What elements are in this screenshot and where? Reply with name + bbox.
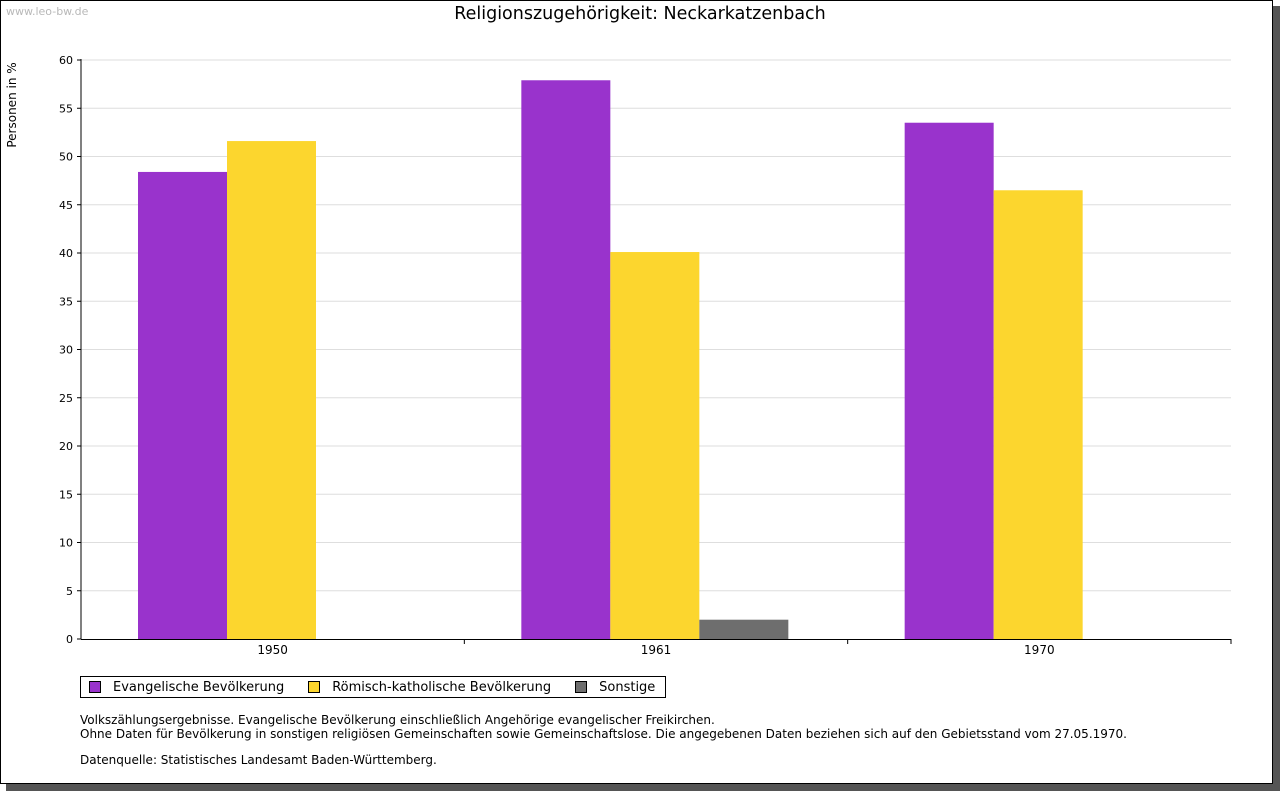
bar-1961-1 — [610, 252, 700, 639]
watermark: www.leo-bw.de — [6, 5, 89, 18]
x-tick-label-1970: 1970 — [1024, 643, 1055, 657]
bar-1970-0 — [904, 122, 994, 640]
y-tick-label-55: 55 — [59, 102, 73, 115]
y-tick-label-30: 30 — [59, 344, 73, 357]
chart-notes: Volkszählungsergebnisse. Evangelische Be… — [80, 713, 1127, 767]
y-axis-label: Personen in % — [5, 62, 19, 147]
bar-1961-2 — [699, 619, 789, 639]
bar-chart: 0 5 10 15 20 25 30 35 40 45 50 55 60 Personen in % 195… — [5, 54, 1232, 657]
bar-1970-1 — [993, 190, 1083, 639]
x-tick-label-1950: 1950 — [257, 643, 288, 657]
legend-label-sonstige: Sonstige — [599, 679, 656, 695]
legend-label-evangelisch: Evangelische Bevölkerung — [113, 679, 285, 695]
data-source: Datenquelle: Statistisches Landesamt Bad… — [80, 753, 437, 767]
frame-shadow-bottom — [6, 784, 1280, 791]
frame-shadow-right — [1273, 6, 1280, 791]
y-tick-label-45: 45 — [59, 199, 73, 212]
y-tick-label-15: 15 — [59, 488, 73, 501]
y-tick-label-50: 50 — [59, 151, 73, 164]
y-tick-label-10: 10 — [59, 537, 73, 550]
legend: Evangelische Bevölkerung Römisch-katholi… — [80, 676, 667, 698]
legend-swatch-evangelisch — [89, 681, 101, 693]
legend-swatch-sonstige — [575, 681, 588, 693]
chart-title: Religionszugehörigkeit: Neckarkatzenbach — [454, 4, 826, 24]
y-tick-label-20: 20 — [59, 440, 73, 453]
y-tick-label-40: 40 — [59, 247, 73, 260]
y-tick-label-5: 5 — [66, 585, 73, 598]
legend-item-sonstige: Sonstige — [575, 680, 655, 695]
legend-item-katholisch: Römisch-katholische Bevölkerung — [308, 680, 551, 695]
legend-item-evangelisch: Evangelische Bevölkerung — [89, 680, 284, 695]
y-tick-label-25: 25 — [59, 392, 73, 405]
bar-1961-0 — [521, 80, 611, 639]
legend-label-katholisch: Römisch-katholische Bevölkerung — [332, 679, 552, 695]
y-tick-label-60: 60 — [59, 54, 73, 67]
x-tick-label-1961: 1961 — [641, 643, 672, 657]
bar-1950-1 — [227, 141, 316, 639]
y-tick-label-35: 35 — [59, 295, 73, 308]
y-tick-label-0: 0 — [66, 633, 73, 646]
note-line-1: Volkszählungsergebnisse. Evangelische Be… — [80, 713, 715, 727]
legend-swatch-katholisch — [308, 681, 321, 693]
note-line-2: Ohne Daten für Bevölkerung in sonstigen … — [80, 727, 1127, 741]
bar-1950-0 — [138, 171, 227, 639]
